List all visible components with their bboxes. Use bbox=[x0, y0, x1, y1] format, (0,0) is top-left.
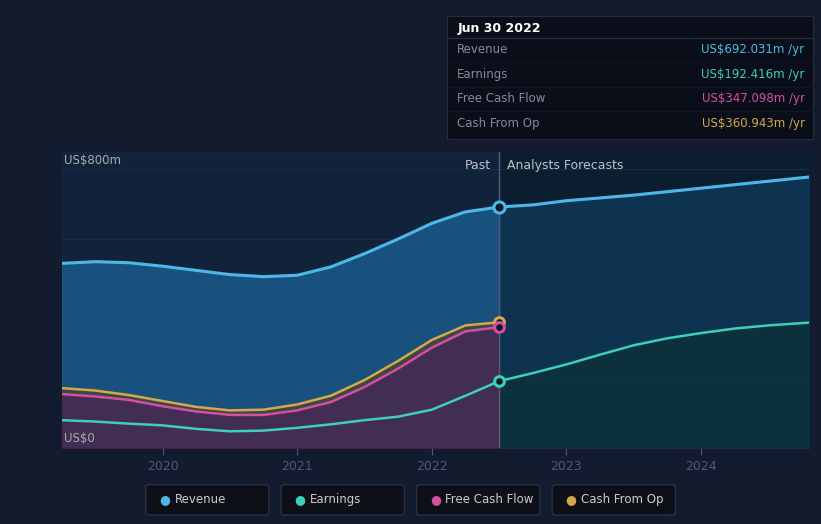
Text: US$192.416m /yr: US$192.416m /yr bbox=[701, 68, 805, 81]
Text: ●: ● bbox=[566, 494, 576, 506]
Text: Cash From Op: Cash From Op bbox=[581, 494, 663, 506]
Text: Earnings: Earnings bbox=[457, 68, 509, 81]
Text: US$0: US$0 bbox=[64, 432, 95, 445]
Text: ●: ● bbox=[295, 494, 305, 506]
Text: US$360.943m /yr: US$360.943m /yr bbox=[702, 117, 805, 130]
Text: Revenue: Revenue bbox=[457, 43, 509, 57]
Bar bbox=[62, 152, 499, 448]
Text: US$692.031m /yr: US$692.031m /yr bbox=[701, 43, 805, 57]
Text: Free Cash Flow: Free Cash Flow bbox=[457, 92, 546, 105]
Text: Cash From Op: Cash From Op bbox=[457, 117, 539, 130]
Text: Past: Past bbox=[465, 159, 491, 172]
Text: Earnings: Earnings bbox=[310, 494, 361, 506]
Text: Free Cash Flow: Free Cash Flow bbox=[445, 494, 534, 506]
Text: ●: ● bbox=[159, 494, 170, 506]
Text: Jun 30 2022: Jun 30 2022 bbox=[457, 22, 541, 35]
Text: US$800m: US$800m bbox=[64, 154, 122, 167]
Bar bbox=[499, 152, 809, 448]
Text: Revenue: Revenue bbox=[174, 494, 226, 506]
Text: ●: ● bbox=[430, 494, 441, 506]
Text: Analysts Forecasts: Analysts Forecasts bbox=[507, 159, 623, 172]
Text: US$347.098m /yr: US$347.098m /yr bbox=[702, 92, 805, 105]
